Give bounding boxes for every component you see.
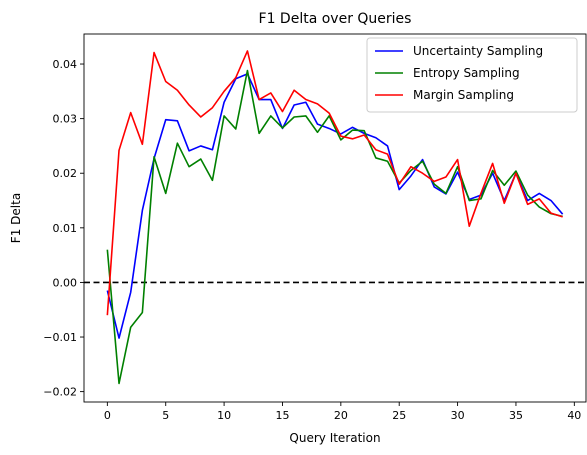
y-tick-label: −0.01 [43,331,77,344]
legend-entry: Entropy Sampling [413,66,520,80]
series-line-2 [107,71,562,384]
x-tick-label: 30 [451,409,465,422]
chart-title: F1 Delta over Queries [259,11,412,27]
y-tick-label: 0.03 [53,113,78,126]
x-tick-label: 0 [104,409,111,422]
series-line-1 [107,74,562,338]
x-tick-label: 15 [275,409,289,422]
y-tick-label: 0.02 [53,167,78,180]
x-tick-label: 40 [567,409,581,422]
y-tick-label: 0.00 [53,276,78,289]
x-axis-label: Query Iteration [289,431,380,445]
legend: Uncertainty Sampling Entropy Sampling Marg… [367,38,577,112]
y-tick-label: −0.02 [43,386,77,399]
y-tick-label: 0.01 [53,222,78,235]
x-tick-label: 25 [392,409,406,422]
y-tick-label: 0.04 [53,58,78,71]
legend-entry: Margin Sampling [413,88,514,102]
x-tick-label: 5 [162,409,169,422]
x-tick-label: 10 [217,409,231,422]
x-tick-label: 20 [334,409,348,422]
legend-entry: Uncertainty Sampling [413,44,543,58]
y-axis-label: F1 Delta [9,193,23,243]
x-tick-label: 35 [509,409,523,422]
